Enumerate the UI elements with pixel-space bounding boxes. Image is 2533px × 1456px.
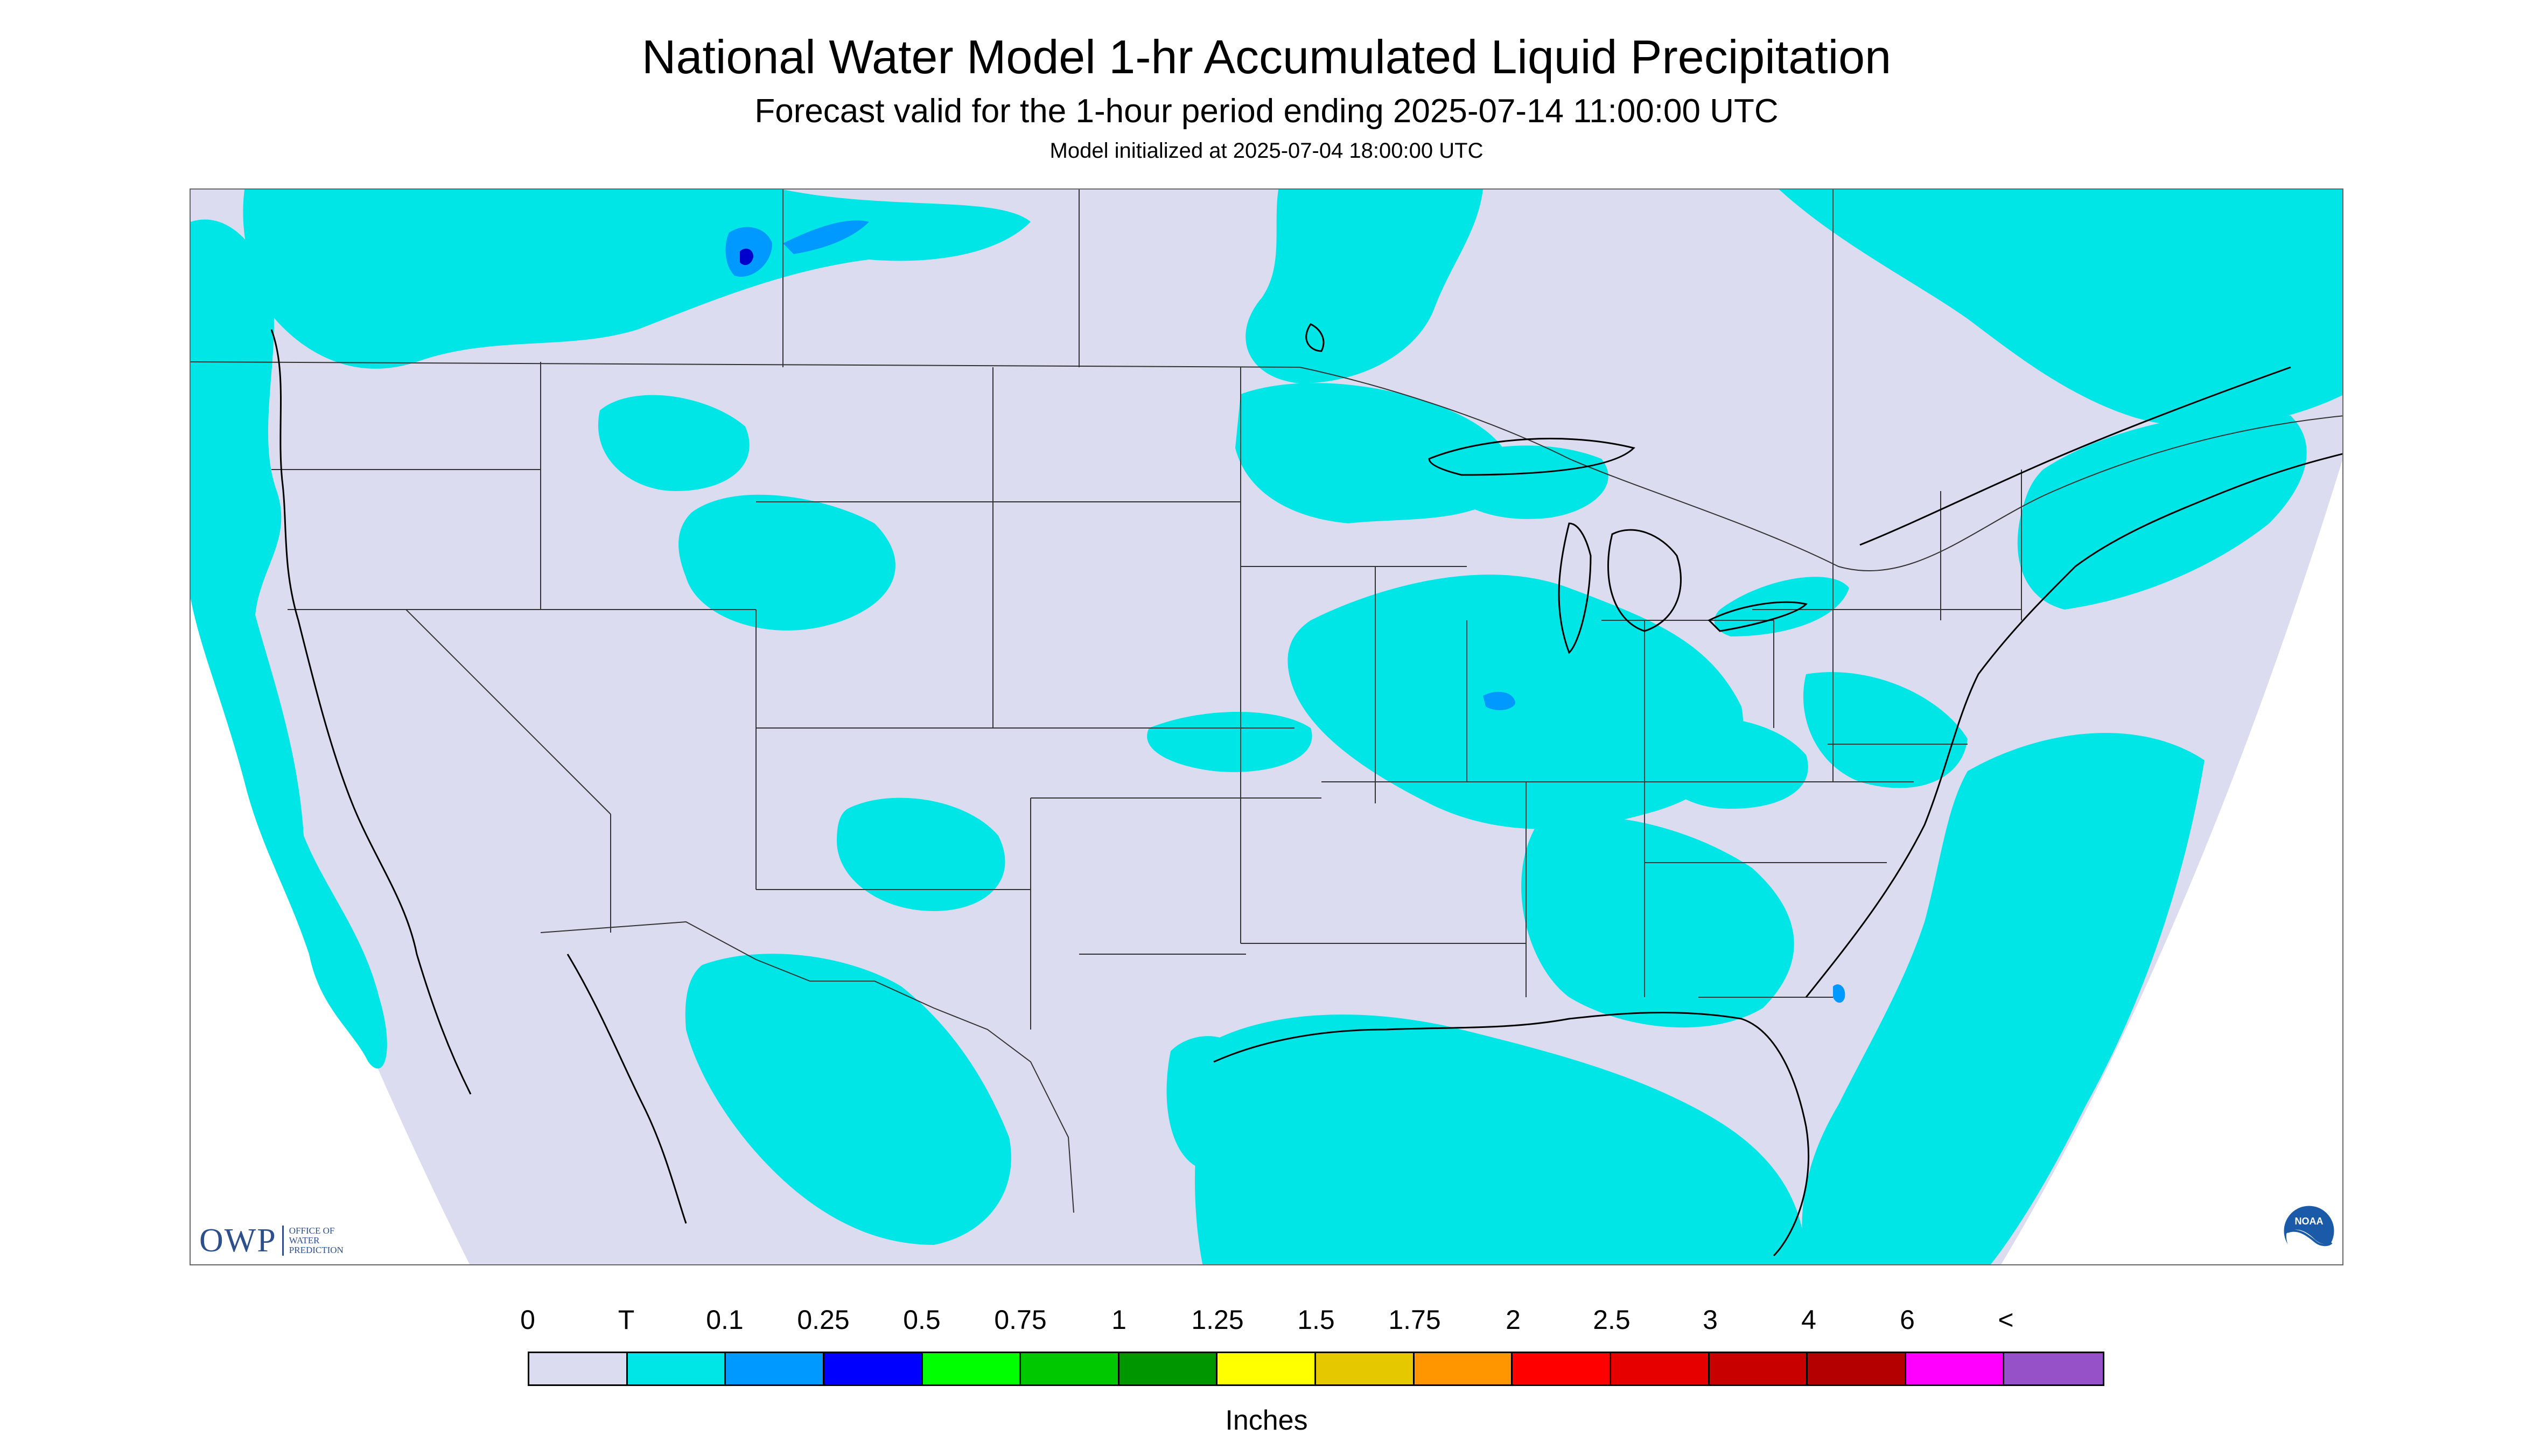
lake-michigan	[1558, 522, 1592, 654]
legend-tick-label: 4	[1801, 1305, 1816, 1335]
legend-tick-label: 1.75	[1388, 1305, 1441, 1335]
legend-swatch	[529, 1353, 628, 1384]
legend-tick-label: 0.75	[994, 1305, 1047, 1335]
trace-area-manitoba	[1245, 190, 1483, 383]
trace-area-mexico	[685, 954, 1011, 1245]
trace-area-ohio-valley	[1645, 717, 1808, 809]
us-mexico-border	[540, 921, 1074, 1213]
precip-map	[191, 190, 2342, 1264]
trace-area-atlantic	[1802, 733, 2205, 1264]
baja-peninsula	[566, 954, 687, 1224]
precip-cell-georgia-coast	[1833, 984, 1845, 1003]
init-time: Model initialized at 2025-07-04 18:00:00…	[1049, 139, 1484, 163]
legend-swatch	[1709, 1353, 1808, 1384]
trace-area-gulf	[1195, 1014, 1806, 1264]
state-boundaries	[191, 190, 2342, 1213]
legend-swatch	[1611, 1353, 1710, 1384]
legend-swatch	[1906, 1353, 2005, 1384]
lake-erie	[1708, 601, 1808, 632]
title: National Water Model 1-hr Accumulated Li…	[641, 30, 1892, 83]
map-panel	[190, 188, 2343, 1265]
noaa-emblem-icon: NOAA	[2282, 1204, 2336, 1258]
trace-area-texas-coast	[1166, 1036, 1249, 1170]
legend-tick-label: 2.5	[1593, 1305, 1631, 1335]
legend-swatch	[1217, 1353, 1316, 1384]
st-lawrence-river	[1859, 366, 2291, 546]
legend-tick-label: 0	[520, 1305, 535, 1335]
legend-swatch	[726, 1353, 824, 1384]
west-coast	[270, 329, 472, 1095]
precip-streak-alberta	[783, 220, 869, 254]
legend-tick-label: 2	[1506, 1305, 1521, 1335]
owp-logo-text: OWP	[199, 1222, 277, 1259]
legend-swatch	[922, 1353, 1021, 1384]
owp-logo-subtext: OFFICE OF WATER PREDICTION	[289, 1226, 344, 1255]
trace-area-southeast	[1521, 816, 1794, 1028]
legend-swatch	[1808, 1353, 1906, 1384]
legend-tick-label: 0.5	[903, 1305, 941, 1335]
gulf-coast	[1213, 1011, 1810, 1257]
light-precip-areas	[725, 220, 1845, 1003]
trace-area-lake-ontario	[1714, 577, 1849, 636]
legend-swatch	[2004, 1353, 2103, 1384]
legend-tick-label: 0.1	[706, 1305, 744, 1335]
legend-colorbar	[528, 1352, 2104, 1386]
legend-swatch	[1021, 1353, 1119, 1384]
trace-area-midwest	[1288, 575, 1744, 829]
trace-area-wyoming	[678, 494, 895, 631]
legend-tick-label: T	[618, 1305, 635, 1335]
legend-tick-label: 1	[1111, 1305, 1126, 1335]
canada-border	[191, 361, 1300, 368]
legend-swatch	[1513, 1353, 1611, 1384]
precip-cell-illinois	[1483, 691, 1515, 710]
trace-area-new-mexico	[837, 797, 1005, 911]
legend-tick-label: 3	[1703, 1305, 1718, 1335]
trace-area-upper-midwest	[1235, 383, 1512, 523]
legend-swatch	[627, 1353, 726, 1384]
trace-area-montana	[598, 395, 750, 491]
legend-swatch	[824, 1353, 923, 1384]
trace-precip-areas	[191, 190, 2342, 1264]
subtitle: Forecast valid for the 1-hour period end…	[754, 93, 1779, 130]
east-coast	[1805, 453, 2342, 998]
lake-winnipeg	[1305, 323, 1325, 352]
legend-tick-label: 1.5	[1297, 1305, 1335, 1335]
trace-area-mid-atlantic	[1803, 672, 1968, 788]
legend-tick-label: 0.25	[797, 1305, 850, 1335]
legend-units: Inches	[1225, 1405, 1308, 1436]
trace-area-kansas	[1147, 712, 1312, 772]
canada-border-east	[1299, 367, 2342, 571]
trace-area-northeast	[2017, 412, 2307, 610]
legend-swatch	[1414, 1353, 1513, 1384]
owp-logo: OWP OFFICE OF WATER PREDICTION	[199, 1221, 344, 1260]
legend-tick-label: 1.25	[1191, 1305, 1244, 1335]
michigan-mitten	[1607, 529, 1682, 632]
owp-logo-divider	[282, 1226, 284, 1256]
trace-area-quebec	[1779, 190, 2342, 427]
border-line-34	[405, 609, 611, 815]
svg-text:NOAA: NOAA	[2295, 1216, 2324, 1227]
legend: 0 T 0.1 0.25 0.5 0.75 1 1.25 1.5 1.75 2 2.5 3 4 6 < Inc…	[0, 1292, 2533, 1454]
trace-area-pacific-nw	[191, 219, 387, 1069]
noaa-logo: NOAA	[2282, 1204, 2336, 1258]
legend-swatch	[1316, 1353, 1415, 1384]
coastlines	[270, 323, 2342, 1257]
precip-cell-alberta-core	[740, 248, 753, 265]
trace-area-michigan	[1429, 445, 1608, 519]
legend-tick-label: 6	[1900, 1305, 1915, 1335]
lake-superior	[1428, 438, 1635, 476]
legend-tick-label: <	[1998, 1305, 2014, 1335]
legend-swatch	[1119, 1353, 1218, 1384]
